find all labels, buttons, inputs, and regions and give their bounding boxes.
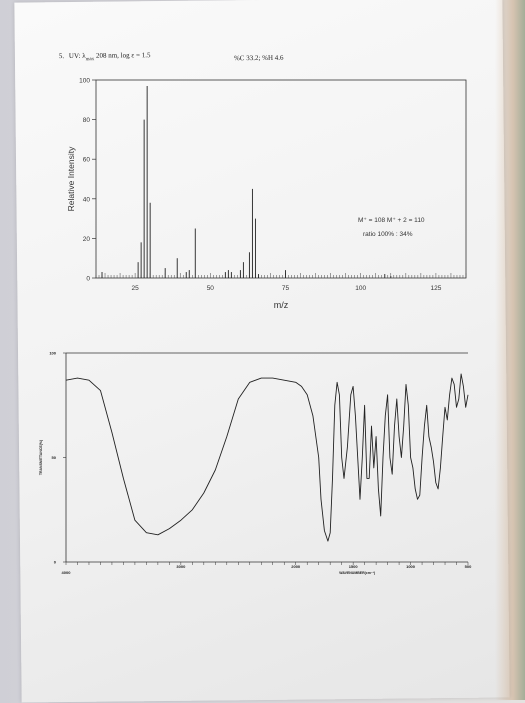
background-edge [495, 0, 525, 700]
ms-y-tick-label: 60 [83, 157, 91, 164]
ms-annotation-line1: M⁺ = 108 M⁺ + 2 = 110 [358, 217, 425, 224]
ir-x-tick-label: 1500 [349, 564, 359, 569]
ir-x-tick-label: 1000 [406, 564, 416, 569]
ir-x-tick-label: 500 [465, 564, 472, 569]
mass-spectrum: 0 20 40 60 80 100 25 50 75 100 125 m/z Relative Inte… [66, 78, 467, 310]
ir-y-tick-label: 0 [54, 560, 57, 565]
ms-y-tick-label: 100 [79, 78, 90, 85]
ir-x-axis-label: WAVENUMBER(cm⁻¹) [339, 571, 375, 575]
ms-y-tick-label: 80 [83, 117, 91, 124]
ms-x-tick-label: 100 [355, 285, 366, 292]
ms-y-tick-label: 20 [83, 236, 91, 243]
ms-x-tick-label: 25 [131, 285, 139, 292]
ms-plot-frame [95, 79, 467, 279]
ir-y-tick-label: 100 [49, 351, 56, 356]
ir-transmittance-line [65, 373, 469, 542]
ir-x-tick-label: 3000 [176, 564, 186, 569]
ms-x-axis-label: m/z [274, 300, 289, 310]
ir-y-tick-label: 50 [52, 455, 57, 460]
ir-y-axis-label: TRANSMITTANCE(%) [39, 440, 43, 475]
ms-x-tick-label: 50 [207, 285, 215, 292]
ms-x-tick-label: 125 [430, 285, 441, 292]
ms-y-axis-label: Relative Intensity [66, 146, 76, 211]
ms-annotation-line2: ratio 100% : 34% [363, 231, 413, 238]
ir-x-tick-label: 4000 [62, 570, 72, 575]
ms-y-tick-label: 0 [86, 276, 90, 283]
ir-spectrum: 4000 3000 2000 1500 1000 500 0 50 100 WAVENUMBER(… [39, 351, 472, 576]
ir-x-tick-label: 2000 [291, 564, 301, 569]
ms-y-tick-label: 40 [83, 196, 91, 203]
ms-x-tick-label: 75 [282, 285, 290, 292]
